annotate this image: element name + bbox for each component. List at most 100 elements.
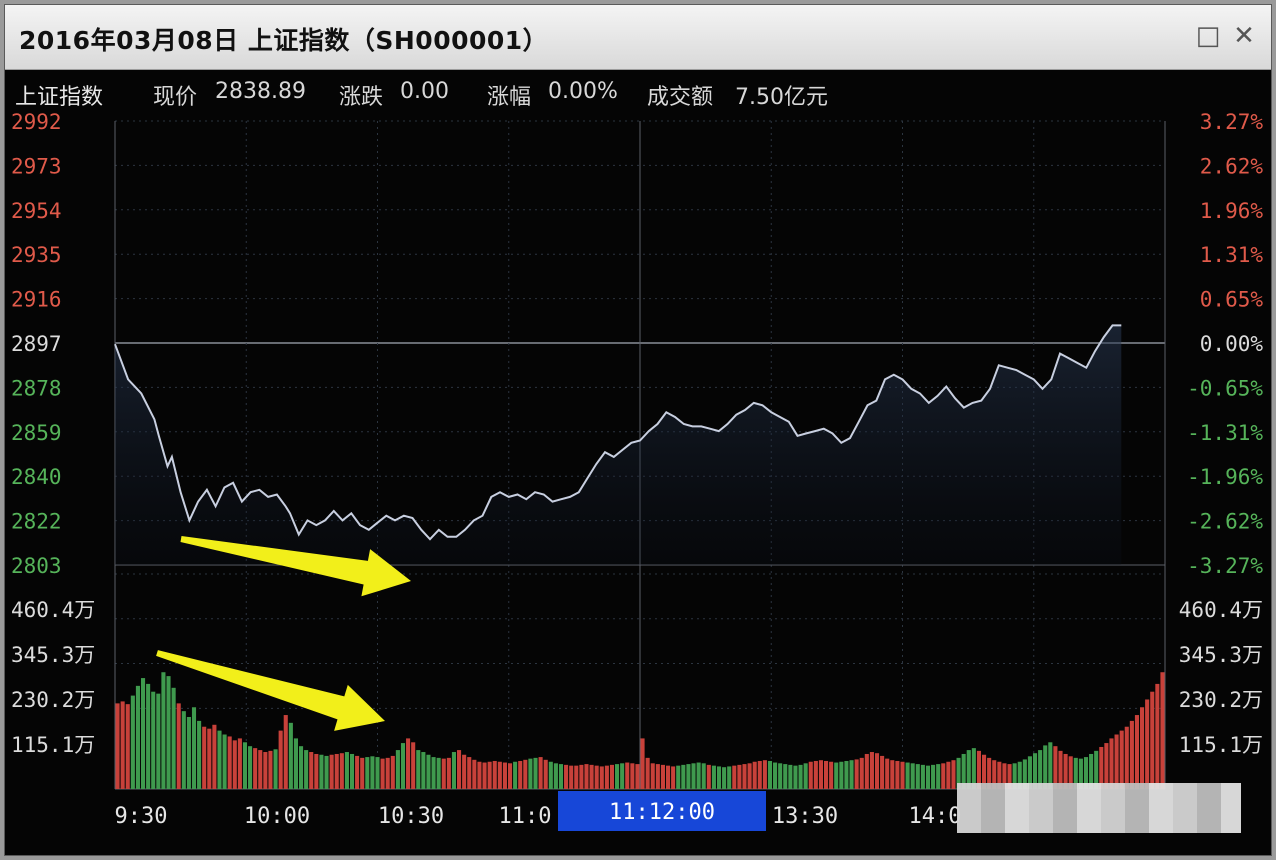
volume-tick-label-right: 115.1万 <box>1179 733 1263 757</box>
volume-bar <box>564 764 569 789</box>
price-line <box>114 324 1122 541</box>
volume-bar <box>676 765 681 789</box>
volume-bar <box>436 757 441 789</box>
volume-bar <box>130 695 135 789</box>
time-tick-label: 10:30 <box>378 804 444 829</box>
volume-bar <box>1048 742 1053 789</box>
volume-bar <box>1099 746 1104 789</box>
pct-tick-label: 2.62% <box>1200 154 1264 178</box>
volume-bar <box>115 703 120 789</box>
volume-bar <box>502 762 507 789</box>
volume-bar <box>1094 750 1099 789</box>
volume-bar <box>1134 715 1140 789</box>
pct-tick-label: 1.31% <box>1200 243 1264 267</box>
time-tick-label: 9:30 <box>115 804 168 829</box>
volume-bar <box>222 734 227 789</box>
close-icon[interactable]: ✕ <box>1233 21 1255 51</box>
volume-bar <box>961 753 966 789</box>
volume-tick-label-left: 345.3万 <box>11 643 95 667</box>
volume-bar <box>156 693 161 789</box>
volume-bar <box>931 764 936 789</box>
volume-bar <box>640 738 645 789</box>
price-tick-label: 2935 <box>11 243 62 267</box>
volume-bar <box>441 758 446 789</box>
volume-bar <box>1124 726 1129 789</box>
volume-bar <box>716 766 722 789</box>
volume-bar <box>706 764 711 789</box>
time-tick-label: 11:0 <box>499 804 552 829</box>
volume-bar <box>232 740 237 789</box>
volume-bars <box>115 672 1165 789</box>
volume-bar <box>1032 753 1038 789</box>
volume-bar <box>1089 753 1094 789</box>
volume-bar <box>987 757 992 789</box>
volume-bar <box>278 730 283 789</box>
volume-bar <box>457 750 462 789</box>
volume-bar <box>829 761 834 789</box>
volume-bar <box>727 766 732 789</box>
volume-bar <box>880 755 885 789</box>
volume-bar <box>849 760 854 789</box>
pct-tick-label: 0.65% <box>1200 288 1264 312</box>
volume-bar <box>140 678 146 789</box>
volume-bar <box>752 761 757 789</box>
volume-bar <box>482 762 487 789</box>
volume-bar <box>543 759 548 789</box>
restore-icon[interactable]: □ <box>1195 21 1221 51</box>
pct-label: 涨幅 <box>487 85 532 110</box>
price-area <box>115 325 1122 565</box>
volume-bar <box>1119 730 1124 789</box>
volume-bar <box>1063 753 1068 789</box>
volume-bar <box>951 760 956 789</box>
volume-bar <box>625 762 630 789</box>
volume-bar <box>660 764 665 789</box>
volume-bar <box>268 750 273 789</box>
pct-tick-label: -2.62% <box>1187 510 1263 534</box>
volume-bar <box>344 752 349 789</box>
volume-bar <box>905 762 910 789</box>
volume-bar <box>497 761 502 789</box>
volume-bar <box>171 687 176 789</box>
volume-bar <box>1068 756 1073 789</box>
volume-tick-label-right: 460.4万 <box>1179 598 1263 622</box>
volume-bar <box>671 766 676 789</box>
change-value: 0.00 <box>400 79 449 104</box>
volume-tick-label-right: 345.3万 <box>1179 643 1263 667</box>
app-window: 2016年03月08日 上证指数（SH000001） □ ✕ 上证指数 现价 2… <box>4 4 1272 856</box>
volume-bar <box>604 765 609 789</box>
volume-bar <box>839 761 844 789</box>
volume-bar <box>395 750 400 789</box>
price-tick-label: 2992 <box>11 110 62 134</box>
volume-bar <box>1027 756 1032 789</box>
price-tick-label: 2803 <box>11 554 62 578</box>
volume-bar <box>349 753 355 789</box>
volume-bar <box>1078 758 1083 789</box>
crosshair-time-label: 11:12:00 <box>609 800 715 825</box>
volume-tick-label-right: 230.2万 <box>1179 688 1263 712</box>
volume-bar <box>380 758 385 789</box>
volume-bar <box>1058 750 1063 789</box>
volume-bar <box>1160 672 1165 789</box>
volume-bar <box>339 753 344 789</box>
time-tick-label: 14:0 <box>909 804 962 829</box>
volume-bar <box>125 704 130 789</box>
volume-bar <box>528 758 533 789</box>
volume-bar <box>242 742 248 789</box>
volume-bar <box>696 762 701 789</box>
volume-bar <box>426 754 431 789</box>
volume-bar <box>783 764 788 789</box>
volume-bar <box>558 764 564 789</box>
volume-bar <box>467 757 472 789</box>
volume-bar <box>375 757 380 789</box>
volume-bar <box>615 764 620 789</box>
crosshair-time-box: 11:12:00 <box>558 791 766 831</box>
volume-bar <box>523 759 528 789</box>
pct-tick-label: -1.31% <box>1187 421 1263 445</box>
volume-bar <box>309 752 314 789</box>
volume-bar <box>314 753 319 789</box>
volume-bar <box>650 763 655 789</box>
intraday-chart[interactable]: 2992 2973 2954 2935 2916 2897 2878 2859 2840 2822… <box>5 5 1272 856</box>
volume-bar <box>722 767 727 789</box>
volume-bar <box>1104 743 1109 789</box>
volume-bar <box>1022 759 1027 789</box>
